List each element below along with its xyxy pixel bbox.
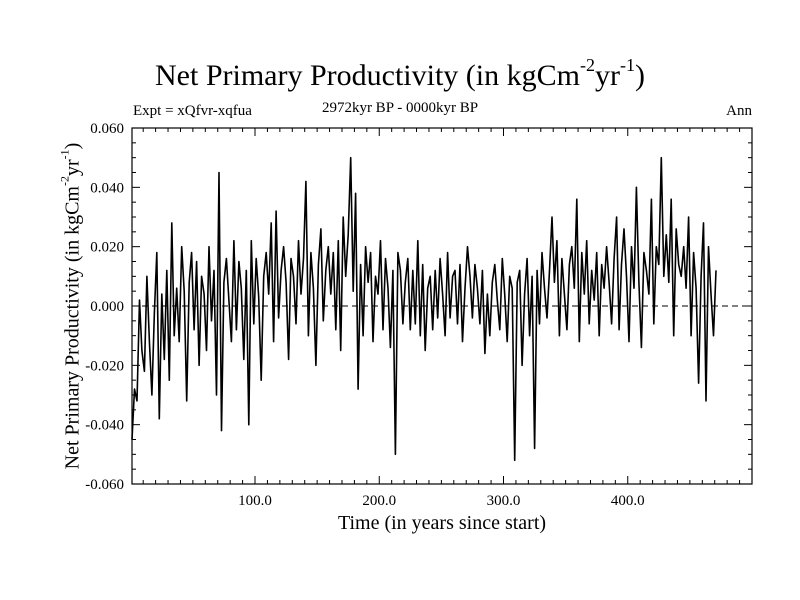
experiment-label: Expt = xQfvr-xqfua xyxy=(133,103,252,119)
y-tick-label: -0.020 xyxy=(85,358,124,374)
y-tick-label: 0.020 xyxy=(90,240,124,256)
chart-subtitle: 2972kyr BP - 0000kyr BP xyxy=(321,100,479,116)
x-tick-label: 200.0 xyxy=(362,493,396,509)
y-tick-label: 0.060 xyxy=(90,121,124,137)
y-tick-label: 0.040 xyxy=(90,180,124,196)
x-tick-label: 100.0 xyxy=(238,493,272,509)
chart-title: Net Primary Productivity (in kgCm-2yr-1) xyxy=(155,55,645,92)
season-label: Ann xyxy=(726,103,752,119)
y-tick-label: -0.040 xyxy=(85,418,124,434)
x-tick-label: 400.0 xyxy=(611,493,645,509)
data-series-line xyxy=(131,156,717,462)
y-axis-label: Net Primary Productivity (in kgCm-2yr-1) xyxy=(57,142,84,470)
x-axis-label: Time (in years since start) xyxy=(337,512,547,534)
y-tick-label: -0.060 xyxy=(85,477,124,493)
x-tick-label: 300.0 xyxy=(487,493,521,509)
y-tick-label: 0.000 xyxy=(90,299,124,315)
